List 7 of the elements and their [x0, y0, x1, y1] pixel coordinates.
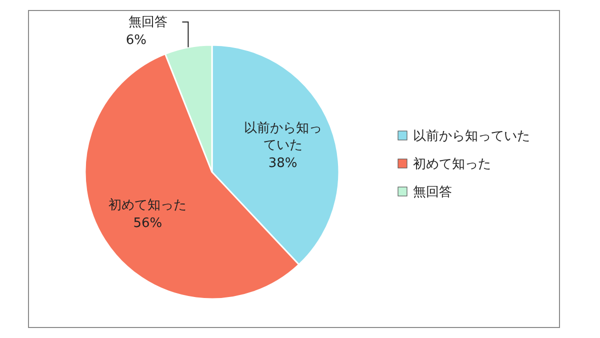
legend-label: 初めて知った [413, 157, 491, 172]
data-label: 38% [268, 156, 298, 171]
data-label: 6% [126, 33, 147, 48]
legend-label: 以前から知っていた [413, 129, 530, 144]
legend-label: 無回答 [413, 185, 452, 200]
data-label: 56% [133, 216, 162, 231]
slice-label: 無回答 [128, 15, 168, 30]
